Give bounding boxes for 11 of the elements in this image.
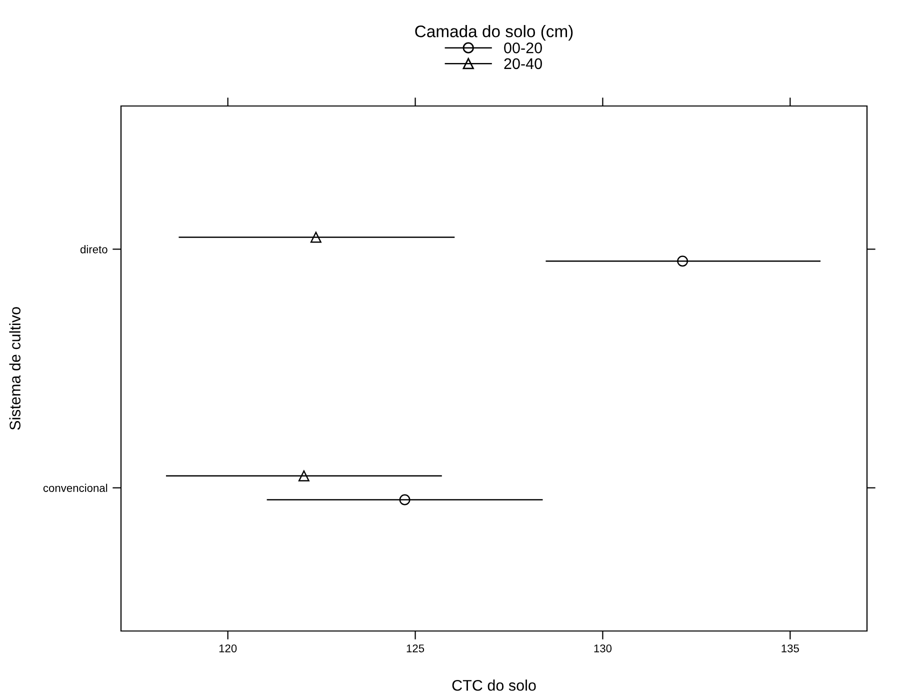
y-tick-label: convencional [43, 484, 108, 492]
x-tick-label: 125 [406, 644, 424, 652]
x-axis-title: CTC do solo [452, 680, 536, 691]
y-axis-title: Sistema de cultivo [9, 307, 20, 430]
legend-title: Camada do solo (cm) [415, 25, 573, 41]
x-tick-label: 120 [219, 644, 237, 652]
y-tick-label: direto [80, 245, 108, 254]
legend-label: 20-40 [504, 58, 542, 70]
x-tick-label: 130 [594, 644, 612, 652]
legend-label: 00-20 [504, 42, 542, 54]
x-tick-label: 135 [782, 644, 799, 652]
